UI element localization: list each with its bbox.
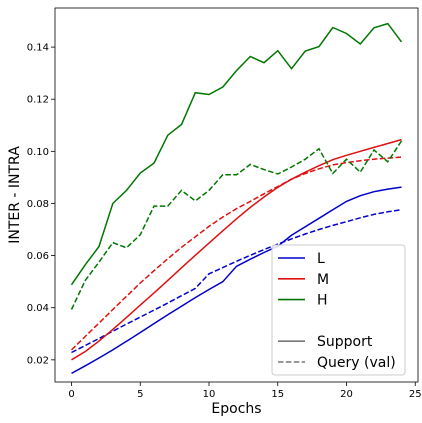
x-axis-label: Epochs xyxy=(211,401,261,417)
legend-box xyxy=(271,244,406,376)
x-tick-label: 0 xyxy=(68,389,74,400)
x-tick-label: 10 xyxy=(203,389,216,400)
legend-item-query-val-label: Query (val) xyxy=(317,355,396,371)
legend-item-m-label: M xyxy=(317,272,329,288)
y-tick-label: 0.02 xyxy=(27,355,49,366)
y-tick-label: 0.10 xyxy=(27,147,49,158)
legend-item-h-label: H xyxy=(317,293,328,309)
series-line-m-query xyxy=(70,156,402,351)
series-line-l-query xyxy=(71,208,402,354)
y-axis-label: INTER - INTRA xyxy=(7,146,23,244)
x-tick-label: 20 xyxy=(340,389,353,400)
series-line-m-support xyxy=(71,138,402,361)
series-line-l-support xyxy=(71,186,402,375)
axes: 0 5 10 15 20 25 0.02 0.04 0.06 0.08 0.10 0.12 0.14 xyxy=(27,7,422,400)
y-tick-label: 0.14 xyxy=(27,43,49,54)
legend-item-l-label: L xyxy=(317,251,325,267)
series-line-h-query xyxy=(70,140,403,310)
x-tick-label: 15 xyxy=(271,389,284,400)
x-tick-label: 25 xyxy=(409,389,422,400)
x-tick-label: 5 xyxy=(137,389,143,400)
axes-frame xyxy=(54,7,419,383)
y-tick-label: 0.06 xyxy=(27,251,49,262)
y-tick-label: 0.08 xyxy=(27,199,49,210)
series-line-h-support xyxy=(70,22,403,286)
y-tick-label: 0.12 xyxy=(27,95,49,106)
legend: LMH Support Query (val) xyxy=(271,244,406,376)
plot-area xyxy=(70,22,403,375)
y-tick-label: 0.04 xyxy=(27,303,49,314)
legend-item-support-label: Support xyxy=(317,334,373,350)
